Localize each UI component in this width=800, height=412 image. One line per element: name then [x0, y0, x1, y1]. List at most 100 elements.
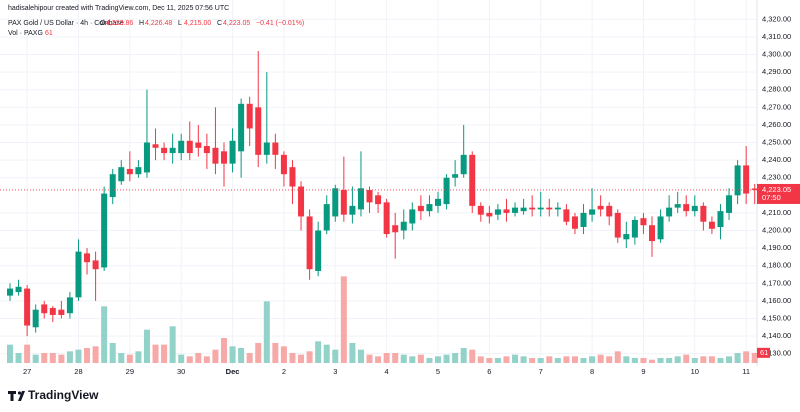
- candle-body: [212, 147, 219, 164]
- candle-body: [426, 204, 433, 212]
- candle-body: [460, 154, 467, 175]
- x-tick-label: 11: [742, 367, 750, 376]
- ohlc-key: O: [100, 20, 106, 27]
- candle-body: [229, 140, 236, 164]
- candle-body: [178, 140, 185, 154]
- y-tick-label: 4,240.00: [762, 155, 791, 164]
- volume-bar: [221, 338, 227, 363]
- volume-bar: [212, 349, 219, 363]
- volume-bar: [340, 276, 347, 363]
- ohlc-value: 4,215.00: [184, 20, 211, 27]
- candle-body: [332, 188, 339, 217]
- candle-body: [92, 260, 99, 270]
- brand-logo: TradingView: [8, 388, 99, 402]
- candle-body: [486, 212, 493, 217]
- candle-body: [546, 207, 553, 210]
- candle-body: [734, 165, 741, 196]
- brand-name: TradingView: [28, 388, 99, 402]
- y-tick-label: 4,310.00: [762, 32, 791, 41]
- volume-bar: [734, 353, 741, 363]
- volume-bar: [717, 358, 724, 363]
- volume-bar: [486, 358, 493, 363]
- candle-body: [614, 212, 621, 238]
- candle-body: [75, 251, 82, 298]
- candle-body: [606, 205, 613, 217]
- volume-bar: [443, 354, 450, 363]
- candle-body: [375, 195, 382, 205]
- candle-body: [118, 167, 125, 182]
- candle-body: [383, 202, 390, 235]
- candle-body: [143, 142, 150, 173]
- y-tick-label: 4,150.00: [762, 313, 791, 322]
- candle-body: [726, 195, 733, 213]
- candle-body: [435, 198, 441, 206]
- volume-bar: [366, 354, 373, 363]
- candle-body: [580, 212, 587, 227]
- candle-body: [452, 174, 459, 178]
- ohlc-key: C: [217, 20, 222, 27]
- volume-bar: [332, 349, 339, 363]
- candle-body: [529, 207, 536, 210]
- ohlc-value: 4,223.05: [223, 20, 250, 27]
- x-tick-label: 9: [641, 367, 645, 376]
- y-tick-label: 4,270.00: [762, 102, 791, 111]
- y-tick-label: 4,160.00: [762, 296, 791, 305]
- volume-bar: [49, 353, 56, 363]
- candle-body: [357, 188, 364, 210]
- volume-bar: [375, 356, 382, 363]
- candle-body: [24, 288, 31, 326]
- candle-body: [631, 219, 638, 238]
- volume-bar: [357, 349, 364, 363]
- x-tick-label: 10: [691, 367, 699, 376]
- volume-bar: [306, 351, 313, 363]
- volume-bar: [666, 358, 673, 363]
- candle-body: [571, 216, 578, 229]
- volume-bar: [315, 341, 322, 363]
- x-tick-label: 30: [177, 367, 185, 376]
- volume-bar: [101, 306, 108, 363]
- candle-body: [49, 307, 56, 315]
- volume-bar: [623, 356, 630, 363]
- candle-body: [263, 142, 270, 155]
- y-tick-label: 4,230.00: [762, 173, 791, 182]
- volume-bar: [58, 354, 65, 363]
- logo-icon: [8, 391, 25, 401]
- candle-body: [469, 154, 476, 206]
- countdown: 07:50: [762, 193, 781, 202]
- x-tick-label: 29: [126, 367, 134, 376]
- volume-bar: [186, 356, 193, 363]
- volume-value: 61: [45, 30, 53, 37]
- candle-body: [597, 205, 604, 210]
- candle-body: [280, 154, 287, 175]
- candle-body: [700, 205, 707, 222]
- volume-bar: [614, 351, 621, 363]
- volume-bar: [143, 329, 150, 363]
- volume-bar: [751, 352, 758, 363]
- volume-bar: [700, 356, 707, 363]
- candle-body: [674, 204, 681, 208]
- volume-bar: [571, 356, 578, 363]
- x-tick-label: 6: [487, 367, 491, 376]
- ohlc-key: L: [178, 20, 182, 27]
- volume-bar: [349, 343, 356, 363]
- candle-body: [58, 309, 65, 315]
- candle-body: [512, 207, 519, 213]
- volume-bar: [743, 351, 750, 363]
- candle-body: [84, 253, 91, 263]
- volume-bar: [409, 356, 416, 363]
- y-tick-label: 4,210.00: [762, 208, 791, 217]
- volume-bar: [563, 356, 570, 363]
- volume-bar: [118, 353, 125, 363]
- volume-bar: [708, 356, 715, 363]
- volume-bar: [683, 354, 690, 363]
- logo-dot: [17, 391, 22, 395]
- candle-body: [7, 288, 13, 296]
- x-tick-label: 27: [23, 367, 31, 376]
- candle-body: [494, 209, 501, 215]
- candle-body: [477, 205, 484, 215]
- volume-bar: [7, 344, 13, 363]
- candle-body: [683, 204, 690, 212]
- candle-body: [640, 218, 647, 226]
